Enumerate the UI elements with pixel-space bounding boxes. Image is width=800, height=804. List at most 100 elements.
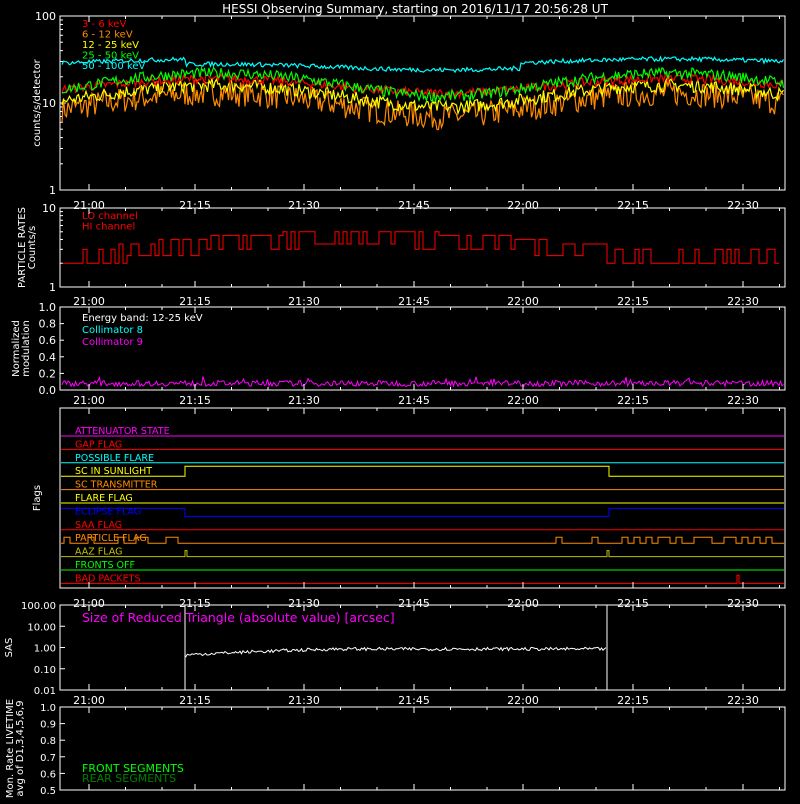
flag-label: SC IN SUNLIGHT: [75, 466, 152, 477]
x-tick-label: 22:30: [727, 199, 759, 212]
y-axis-label-line: Flags: [32, 485, 43, 511]
flag-line-particle-flag: [61, 536, 784, 544]
flag-line-bad-packets: [61, 574, 784, 584]
legend-entry: 3 - 6 keV: [82, 19, 126, 30]
flag-label: SC TRANSMITTER: [75, 480, 158, 491]
x-tick-label: 22:15: [617, 394, 649, 407]
x-tick-label: 22:00: [507, 199, 539, 212]
x-tick-label: 22:15: [617, 694, 649, 707]
x-tick-label: 22:00: [507, 597, 539, 610]
series-line-collimator-9: [61, 375, 784, 388]
x-tick-label: 21:30: [288, 199, 320, 212]
y-tick-label: 1.00: [34, 644, 56, 655]
legend-entry: 50 - 100 keV: [82, 61, 146, 72]
x-tick-label: 21:00: [73, 597, 105, 610]
y-tick-label: 10: [42, 97, 56, 110]
x-tick-label: 21:45: [398, 199, 430, 212]
x-tick-label: 21:30: [288, 694, 320, 707]
y-tick-label: 1.0: [39, 301, 57, 314]
x-tick-label: 22:15: [617, 295, 649, 308]
sas-annotation: Size of Reduced Triangle (absolute value…: [82, 610, 395, 625]
x-tick-label: 21:30: [288, 295, 320, 308]
y-tick-label: 0.9: [40, 720, 56, 731]
x-tick-label: 21:00: [73, 295, 105, 308]
x-tick-label: 21:45: [398, 394, 430, 407]
y-axis-label-line: avg of D1,3,4,5,6,9: [15, 700, 26, 796]
y-tick-label: 10.00: [27, 622, 56, 633]
x-tick-label: 21:15: [179, 295, 211, 308]
x-tick-label: 22:30: [727, 694, 759, 707]
flag-label: FLARE FLAG: [75, 493, 133, 504]
flag-label: AAZ FLAG: [75, 547, 122, 558]
panel-frame: [59, 15, 786, 191]
y-tick-label: 0.10: [34, 665, 56, 676]
x-tick-label: 21:45: [398, 694, 430, 707]
flag-label: ATTENUATOR STATE: [75, 426, 170, 437]
x-tick-label: 22:30: [727, 295, 759, 308]
panel-frame: [59, 207, 786, 288]
y-tick-label: 0.8: [40, 736, 56, 747]
y-tick-label: 0.6: [40, 769, 56, 780]
x-tick-label: 21:45: [398, 295, 430, 308]
y-axis-label-line: SAS: [4, 638, 15, 658]
y-tick-label: 1.0: [40, 703, 56, 714]
flag-label: POSSIBLE FLARE: [75, 453, 154, 464]
y-tick-label: 0.6: [39, 334, 57, 347]
x-tick-label: 21:45: [398, 597, 430, 610]
legend-entry: Collimator 8: [82, 325, 143, 336]
y-axis-label-line: counts/s/detector: [32, 58, 43, 146]
y-axis-label: counts/s/detector: [32, 58, 43, 146]
flag-label: PARTICLE FLAG: [75, 533, 147, 544]
legend-entry: 25 - 50 keV: [82, 51, 139, 62]
y-axis-label: SAS: [4, 638, 15, 658]
y-tick-label: 0.4: [39, 351, 57, 364]
panel-frame: [59, 604, 786, 691]
legend-entry: 6 - 12 keV: [82, 30, 133, 41]
x-tick-label: 22:30: [727, 394, 759, 407]
y-axis-label-line: Mon. Rate LIVETIME: [5, 699, 16, 798]
x-tick-label: 22:30: [727, 597, 759, 610]
modulation-annotation: Energy band: 12-25 keV: [82, 313, 203, 324]
x-tick-label: 22:00: [507, 394, 539, 407]
y-tick-label: 0.7: [40, 753, 56, 764]
flag-line-sc-in-sunlight: [61, 465, 784, 477]
series-line-6-12-kev: [61, 78, 784, 131]
y-axis-label: Normalizedmodulation: [11, 320, 32, 377]
flag-line-eclipse-flag: [61, 507, 784, 517]
y-axis-label-line: Counts/s: [27, 226, 38, 270]
flag-label: ECLIPSE FLAG: [75, 506, 141, 517]
x-tick-label: 21:00: [73, 394, 105, 407]
x-tick-label: 21:00: [73, 694, 105, 707]
y-tick-label: 100: [35, 10, 56, 23]
y-axis-label-line: Normalized: [11, 320, 22, 377]
x-tick-label: 21:30: [288, 394, 320, 407]
y-axis-label-line: modulation: [21, 320, 32, 377]
x-tick-label: 21:00: [73, 199, 105, 212]
series-line-50-100-kev: [61, 55, 785, 74]
y-tick-label: 1: [49, 281, 56, 294]
x-tick-label: 21:15: [179, 597, 211, 610]
y-tick-label: 10: [42, 202, 56, 215]
panel-frame: [59, 706, 786, 791]
x-tick-label: 22:00: [507, 295, 539, 308]
y-tick-label: 0.5: [40, 786, 56, 797]
y-tick-label: 0.2: [39, 367, 57, 380]
x-tick-label: 22:15: [617, 199, 649, 212]
y-tick-label: 1: [49, 184, 56, 197]
legend-entry: HI channel: [82, 222, 135, 233]
panel-frame: [59, 306, 786, 391]
flag-label: BAD PACKETS: [75, 573, 141, 584]
flag-line-aaz-flag: [61, 550, 784, 558]
legend-entry: REAR SEGMENTS: [82, 772, 176, 785]
panel-frame: [59, 407, 786, 589]
y-tick-label: 100.00: [21, 601, 56, 612]
legend-entry: 12 - 25 keV: [82, 40, 139, 51]
x-tick-label: 21:15: [179, 394, 211, 407]
legend-entry: LO channel: [82, 211, 138, 222]
y-axis-label: Mon. Rate LIVETIMEavg of D1,3,4,5,6,9: [5, 699, 26, 798]
series-line-25-50-kev: [61, 66, 785, 103]
series-line-12-25-kev: [61, 77, 784, 116]
y-axis-label-line: PARTICLE RATES: [17, 207, 28, 288]
